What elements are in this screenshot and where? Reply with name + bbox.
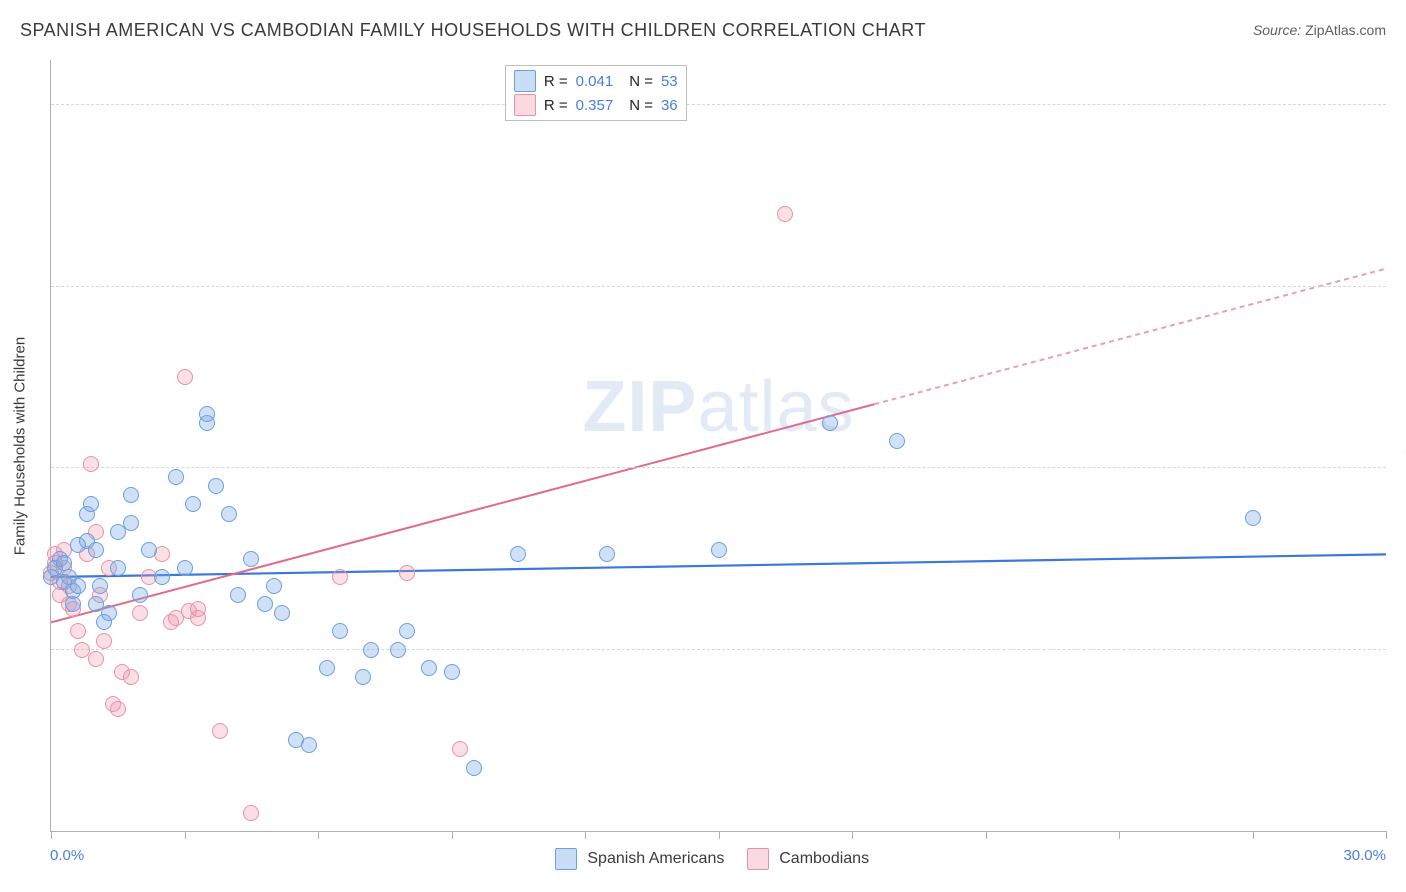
legend-label-blue: Spanish Americans [587,850,724,867]
scatter-point-blue [92,578,108,594]
scatter-point-pink [96,633,112,649]
r-label: R = [544,97,568,114]
scatter-point-blue [599,546,615,562]
scatter-point-pink [110,701,126,717]
x-tick [185,831,186,839]
n-value-pink: 36 [661,97,678,114]
scatter-point-blue [510,546,526,562]
x-tick [1253,831,1254,839]
y-axis-label: Family Households with Children [12,337,29,555]
scatter-point-blue [199,406,215,422]
source-name: ZipAtlas.com [1305,22,1386,38]
scatter-point-blue [421,660,437,676]
x-tick [318,831,319,839]
gridline-h [51,104,1386,105]
x-tick [986,831,987,839]
scatter-point-blue [83,496,99,512]
scatter-point-blue [110,560,126,576]
plot-area: ZIPatlas R = 0.041 N = 53 R = 0.357 N = … [50,60,1386,832]
r-value-pink: 0.357 [576,97,614,114]
r-label: R = [544,73,568,90]
scatter-point-blue [711,542,727,558]
scatter-point-blue [363,642,379,658]
scatter-point-blue [221,506,237,522]
scatter-point-pink [777,206,793,222]
x-tick [852,831,853,839]
x-tick [1119,831,1120,839]
stats-row-pink: R = 0.357 N = 36 [514,93,678,117]
scatter-point-pink [212,723,228,739]
n-label: N = [629,73,653,90]
scatter-point-blue [65,596,81,612]
source-label: Source: [1253,22,1301,38]
scatter-point-blue [257,596,273,612]
scatter-point-pink [399,565,415,581]
scatter-point-blue [154,569,170,585]
trend-lines [51,60,1386,831]
x-tick [1386,831,1387,839]
watermark: ZIPatlas [582,366,854,448]
scatter-point-blue [101,605,117,621]
scatter-point-blue [266,578,282,594]
scatter-point-blue [332,623,348,639]
scatter-point-blue [822,415,838,431]
scatter-point-blue [466,760,482,776]
scatter-point-blue [230,587,246,603]
stats-row-blue: R = 0.041 N = 53 [514,69,678,93]
x-tick-left: 0.0% [50,847,84,864]
scatter-point-blue [123,515,139,531]
scatter-point-blue [70,578,86,594]
gridline-h [51,649,1386,650]
scatter-point-blue [355,669,371,685]
scatter-point-pink [123,669,139,685]
scatter-point-blue [141,542,157,558]
legend-swatch-blue-icon [555,848,577,870]
scatter-point-pink [177,369,193,385]
scatter-point-pink [83,456,99,472]
scatter-point-blue [399,623,415,639]
scatter-point-blue [168,469,184,485]
scatter-point-pink [88,651,104,667]
legend-swatch-pink-icon [747,848,769,870]
scatter-point-blue [1245,510,1261,526]
x-tick-right: 30.0% [1343,847,1386,864]
n-label: N = [629,97,653,114]
scatter-point-blue [132,587,148,603]
bottom-legend: Spanish Americans Cambodians [0,848,1406,870]
scatter-point-blue [444,664,460,680]
stats-box: R = 0.041 N = 53 R = 0.357 N = 36 [505,65,687,121]
scatter-point-blue [185,496,201,512]
scatter-point-pink [332,569,348,585]
scatter-point-blue [243,551,259,567]
scatter-point-blue [301,737,317,753]
scatter-point-blue [319,660,335,676]
scatter-point-blue [123,487,139,503]
legend-label-pink: Cambodians [779,850,869,867]
r-value-blue: 0.041 [576,73,614,90]
scatter-point-pink [452,741,468,757]
n-value-blue: 53 [661,73,678,90]
scatter-point-pink [132,605,148,621]
source-credit: Source: ZipAtlas.com [1253,22,1386,38]
page-title: SPANISH AMERICAN VS CAMBODIAN FAMILY HOU… [20,20,926,40]
scatter-point-blue [889,433,905,449]
scatter-chart: Family Households with Children ZIPatlas… [50,60,1386,832]
scatter-point-pink [190,601,206,617]
x-tick [719,831,720,839]
scatter-point-blue [390,642,406,658]
scatter-point-pink [70,623,86,639]
x-tick [51,831,52,839]
scatter-point-blue [177,560,193,576]
scatter-point-blue [88,542,104,558]
scatter-point-blue [274,605,290,621]
swatch-pink-icon [514,94,536,116]
swatch-blue-icon [514,70,536,92]
gridline-h [51,467,1386,468]
x-tick [452,831,453,839]
gridline-h [51,286,1386,287]
x-tick [585,831,586,839]
scatter-point-pink [243,805,259,821]
scatter-point-blue [208,478,224,494]
